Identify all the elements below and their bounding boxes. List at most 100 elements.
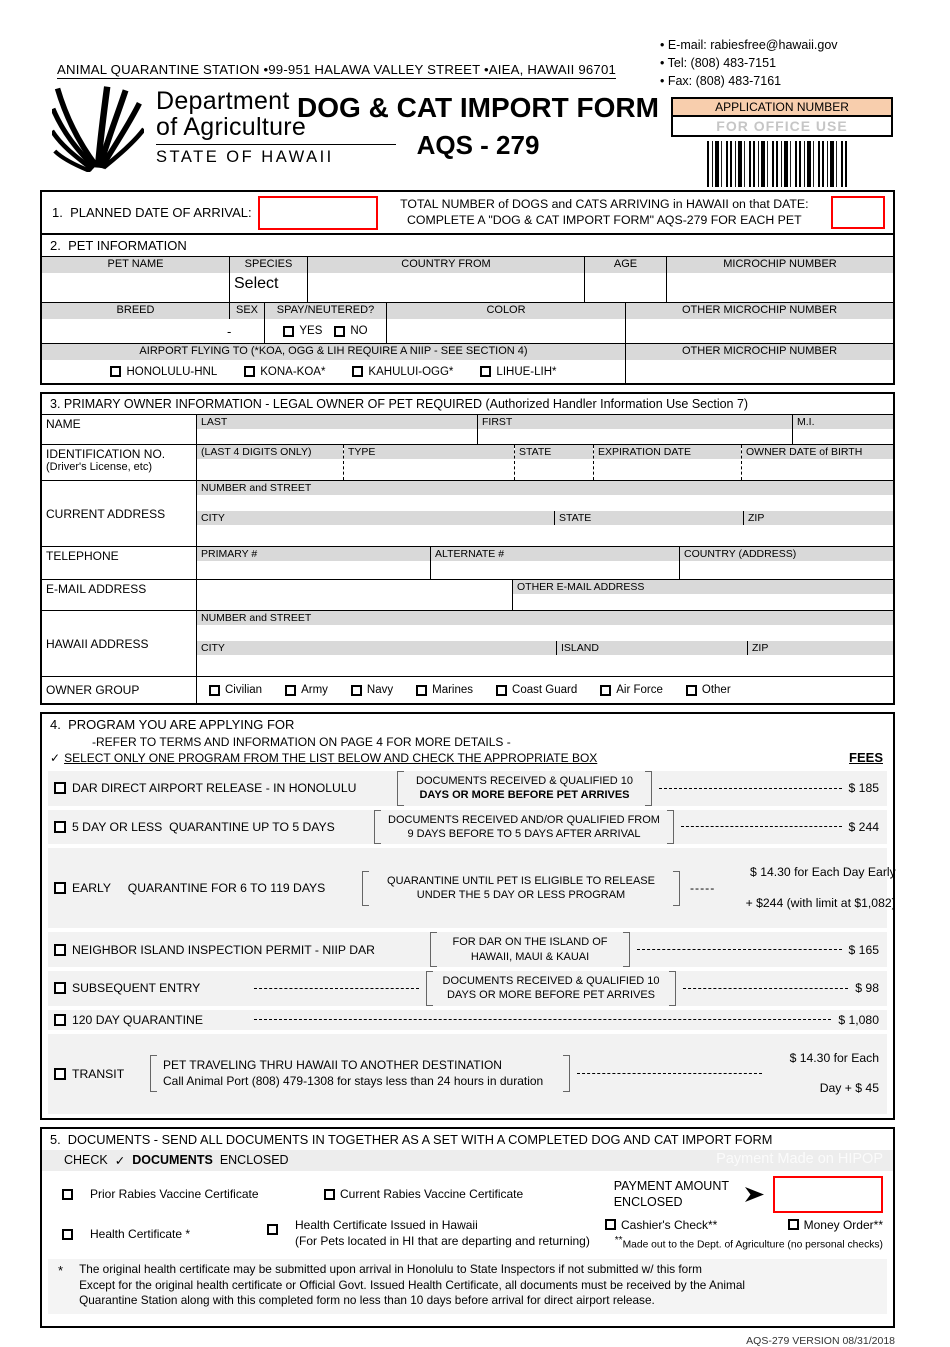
owner-navy-checkbox[interactable] xyxy=(350,684,362,696)
cashiers-check-checkbox[interactable] xyxy=(605,1219,616,1231)
mi-input[interactable] xyxy=(793,429,893,444)
current-address-row: CURRENT ADDRESS NUMBER and STREET CITY S… xyxy=(42,480,893,546)
last-name-input[interactable] xyxy=(197,429,477,444)
pet-name-input[interactable] xyxy=(42,273,229,302)
health-cert-footnote: * The original health certificate may be… xyxy=(48,1259,887,1314)
alternate-phone-input[interactable] xyxy=(431,561,679,579)
program-row-120day: 120 DAY QUARANTINE $ 1,080 xyxy=(48,1009,887,1030)
program-niip-checkbox[interactable] xyxy=(54,943,66,956)
payment-amount-label-line2: ENCLOSED xyxy=(613,1195,683,1210)
col-spay-neutered: SPAY/NEUTERED? xyxy=(264,303,386,319)
check-glyph: ✓ xyxy=(50,751,61,765)
program-5day-checkbox[interactable] xyxy=(54,820,66,833)
sex-dropdown[interactable]: - xyxy=(227,323,232,339)
microchip-input[interactable] xyxy=(666,273,893,302)
owner-army-checkbox[interactable] xyxy=(285,684,297,696)
owner-air-force-checkbox[interactable] xyxy=(600,684,612,696)
first-name-header: FIRST xyxy=(478,415,792,429)
program-subsequent-checkbox[interactable] xyxy=(54,982,66,995)
breed-input[interactable]: - xyxy=(42,319,264,343)
payment-amount-input[interactable] xyxy=(773,1175,883,1213)
total-pets-input[interactable] xyxy=(831,196,885,229)
section-3-box: 3. PRIMARY OWNER INFORMATION - LEGAL OWN… xyxy=(40,392,895,705)
current-street-input[interactable] xyxy=(197,495,893,511)
health-cert-option[interactable]: Health Certificate * xyxy=(62,1227,267,1241)
owner-civilian-option[interactable]: Civilian xyxy=(209,684,262,696)
other-microchip-input-1[interactable] xyxy=(625,319,893,343)
prior-rabies-checkbox[interactable] xyxy=(62,1188,73,1200)
other-email-input[interactable] xyxy=(513,594,893,610)
pet-table-value-row3: HONOLULU-HNL KONA-KOA* KAHULUI-OGG* LIHU… xyxy=(42,359,893,383)
prior-rabies-option[interactable]: Prior Rabies Vaccine Certificate xyxy=(62,1187,324,1201)
airport-lihue-checkbox[interactable] xyxy=(480,366,492,377)
country-from-input[interactable] xyxy=(307,273,584,302)
section-4-box: 4. PROGRAM YOU ARE APPLYING FOR -REFER T… xyxy=(40,712,896,1120)
airport-kahului-option[interactable]: KAHULUI-OGG* xyxy=(352,366,453,378)
spay-no-option[interactable]: NO xyxy=(334,325,368,337)
owner-air-force-option[interactable]: Air Force xyxy=(600,684,663,696)
id-state-input[interactable] xyxy=(515,459,593,480)
cashiers-check-option[interactable]: Cashier's Check** xyxy=(605,1218,717,1232)
owner-other-option[interactable]: Other xyxy=(685,684,731,696)
primary-phone-input[interactable] xyxy=(197,561,430,579)
owner-civilian-checkbox[interactable] xyxy=(209,684,220,696)
owner-marines-option[interactable]: Marines xyxy=(416,684,473,696)
section-3-title: 3. PRIMARY OWNER INFORMATION - LEGAL OWN… xyxy=(50,397,749,411)
owner-air-force-label: Air Force xyxy=(616,684,663,696)
age-input[interactable] xyxy=(584,273,666,302)
health-cert-checkbox[interactable] xyxy=(62,1228,73,1240)
owner-coast-guard-option[interactable]: Coast Guard xyxy=(496,684,577,696)
other-microchip-input-2[interactable] xyxy=(625,360,893,383)
spay-yes-option[interactable]: YES xyxy=(283,325,322,337)
airport-lihue-option[interactable]: LIHUE-LIH* xyxy=(480,366,557,378)
program-early-fee: $ 14.30 for Each Day Early + $244 (with … xyxy=(725,850,896,926)
owner-coast-guard-checkbox[interactable] xyxy=(496,684,508,696)
footnote-star: * xyxy=(58,1263,64,1279)
arrival-date-input[interactable] xyxy=(257,195,378,230)
spay-yes-checkbox[interactable] xyxy=(283,325,295,337)
id-expiration-input[interactable] xyxy=(594,459,741,480)
airport-kona-option[interactable]: KONA-KOA* xyxy=(244,366,325,378)
airport-honolulu-option[interactable]: HONOLULU-HNL xyxy=(110,366,217,378)
pet-table-value-row2: - YES NO xyxy=(42,318,893,343)
page-header: • E-mail: rabiesfree@hawaii.gov • Tel: (… xyxy=(0,0,950,190)
owner-dob-input[interactable] xyxy=(742,459,893,480)
airport-kona-checkbox[interactable] xyxy=(244,366,256,377)
money-order-option[interactable]: Money Order** xyxy=(787,1218,883,1232)
current-zip-header: ZIP xyxy=(744,511,893,525)
fern-leaf-icon xyxy=(52,86,144,172)
current-rabies-checkbox[interactable] xyxy=(324,1188,335,1200)
spay-yes-label: YES xyxy=(299,325,323,337)
owner-marines-checkbox[interactable] xyxy=(416,684,428,696)
program-early-checkbox[interactable] xyxy=(54,882,66,895)
email-input[interactable] xyxy=(197,580,512,610)
program-120day-checkbox[interactable] xyxy=(54,1013,66,1026)
first-name-input[interactable] xyxy=(478,429,792,444)
health-cert-hi-option[interactable]: Health Certificate Issued in Hawaii (For… xyxy=(267,1218,590,1249)
program-dar-checkbox[interactable] xyxy=(54,782,66,795)
current-rabies-option[interactable]: Current Rabies Vaccine Certificate xyxy=(324,1187,523,1201)
program-niip-label: NEIGHBOR ISLAND INSPECTION PERMIT - NIIP… xyxy=(72,942,375,957)
money-order-checkbox[interactable] xyxy=(787,1219,799,1231)
owner-other-checkbox[interactable] xyxy=(685,684,697,696)
species-dropdown[interactable]: Select xyxy=(229,273,307,302)
form-number: AQS - 279 xyxy=(416,130,540,160)
owner-group-row: OWNER GROUP Civilian Army Navy Marines C… xyxy=(42,676,893,703)
hawaii-street-input[interactable] xyxy=(197,625,893,641)
id-type-input[interactable] xyxy=(344,459,514,480)
airport-honolulu-checkbox[interactable] xyxy=(110,366,122,377)
id-last4-input[interactable] xyxy=(197,459,343,480)
program-niip-fee: $ 165 xyxy=(848,942,880,957)
spay-no-checkbox[interactable] xyxy=(334,325,346,337)
country-address-input[interactable] xyxy=(680,561,893,579)
program-transit-checkbox[interactable] xyxy=(54,1067,66,1080)
identification-label: IDENTIFICATION NO. (Driver's License, et… xyxy=(42,445,197,480)
documents-row-2: Health Certificate * Health Certificate … xyxy=(42,1218,893,1255)
program-120day-fee: $ 1,080 xyxy=(838,1012,879,1027)
owner-army-option[interactable]: Army xyxy=(285,684,328,696)
program-early-label: EARLY QUARANTINE FOR 6 TO 119 DAYS xyxy=(72,881,326,896)
airport-kahului-checkbox[interactable] xyxy=(352,366,364,377)
color-input[interactable] xyxy=(386,319,625,343)
owner-navy-option[interactable]: Navy xyxy=(350,684,393,696)
program-transit-fee-line1: $ 14.30 for Each xyxy=(789,1050,879,1065)
